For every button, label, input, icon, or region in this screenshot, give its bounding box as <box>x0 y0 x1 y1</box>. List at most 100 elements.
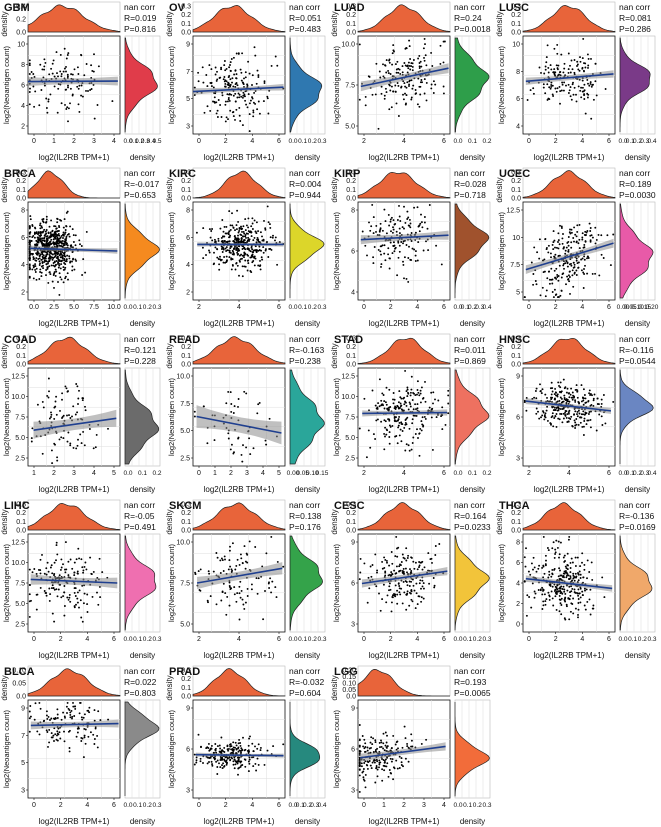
scatter-point <box>541 586 544 589</box>
scatter-point <box>405 559 408 562</box>
scatter-point <box>202 405 205 408</box>
scatter-point <box>56 739 59 742</box>
scatter-point <box>362 776 365 779</box>
scatter-point <box>390 216 393 219</box>
scatter-point <box>385 403 388 406</box>
scatter-point <box>439 44 442 47</box>
side-density-tick-label: 0.1 <box>461 304 470 311</box>
scatter-point <box>399 428 402 431</box>
scatter-point <box>67 86 69 89</box>
scatter-point <box>72 705 75 708</box>
scatter-point <box>31 571 34 574</box>
scatter-point <box>575 591 578 594</box>
scatter-point <box>208 228 211 231</box>
scatter-point <box>247 60 250 63</box>
scatter-point <box>229 588 232 591</box>
scatter-point <box>402 580 405 583</box>
scatter-point <box>392 44 395 47</box>
scatter-point <box>372 262 375 265</box>
scatter-point <box>392 49 395 52</box>
side-density-tick-label: 0.10 <box>631 304 644 311</box>
scatter-point <box>248 130 251 133</box>
scatter-point <box>208 249 210 252</box>
scatter-point <box>411 87 414 90</box>
scatter-point <box>232 250 235 253</box>
scatter-point <box>43 68 46 71</box>
scatter-point <box>39 63 42 66</box>
scatter-point <box>43 84 46 87</box>
scatter-point <box>580 269 583 272</box>
scatter-point <box>246 595 249 597</box>
scatter-point <box>236 592 239 595</box>
scatter-point <box>66 272 69 275</box>
scatter-point <box>64 240 67 243</box>
scatter-point <box>88 428 91 430</box>
scatter-point <box>73 591 76 594</box>
scatter-point <box>67 574 70 577</box>
scatter-point <box>577 579 580 582</box>
scatter-point <box>566 265 569 268</box>
scatter-point <box>398 390 401 393</box>
scatter-point <box>66 440 69 443</box>
scatter-point <box>232 760 235 763</box>
scatter-point <box>225 116 228 119</box>
scatter-point <box>54 242 57 245</box>
scatter-point <box>577 572 579 574</box>
scatter-point <box>247 236 250 239</box>
scatter-point <box>209 756 212 759</box>
scatter-point <box>54 733 57 736</box>
y-tick-label: 6 <box>516 560 520 567</box>
scatter-point <box>412 560 415 563</box>
y-axis-label: log2(Neoantigen count) <box>167 212 176 290</box>
side-density-tick-label: 0.3 <box>152 304 161 311</box>
scatter-point <box>54 237 57 240</box>
scatter-point <box>567 578 570 580</box>
scatter-point <box>589 81 592 84</box>
scatter-point <box>232 412 235 414</box>
scatter-point <box>378 592 380 595</box>
scatter-point <box>252 251 255 254</box>
scatter-point <box>84 561 87 564</box>
side-density-tick-label: 0.10 <box>306 470 319 477</box>
scatter-point <box>221 764 223 767</box>
scatter-point <box>559 541 562 544</box>
scatter-point <box>555 413 558 415</box>
scatter-point <box>444 423 447 426</box>
scatter-point <box>548 282 551 285</box>
scatter-point <box>389 73 392 75</box>
scatter-point <box>75 558 78 561</box>
scatter-point <box>428 406 431 409</box>
scatter-point <box>271 580 274 583</box>
scatter-point <box>58 241 61 244</box>
scatter-point <box>420 386 423 389</box>
scatter-point <box>86 611 89 613</box>
scatter-point <box>561 588 564 590</box>
top-density-tick-label: 0.15 <box>342 674 356 681</box>
side-density-axis-label: density <box>625 319 650 328</box>
scatter-point <box>30 239 33 242</box>
scatter-point <box>387 418 390 421</box>
scatter-point <box>550 267 553 270</box>
scatter-point <box>217 239 220 242</box>
scatter-point <box>432 402 434 405</box>
scatter-point <box>401 409 404 412</box>
scatter-point <box>553 68 556 71</box>
scatter-point <box>566 261 569 264</box>
scatter-point <box>256 236 259 239</box>
top-density-tick-label: 0.10 <box>342 681 356 688</box>
scatter-point <box>220 248 223 250</box>
top-density-axis-label: density <box>165 675 174 700</box>
scatter-point <box>576 410 579 413</box>
scatter-point <box>532 556 535 559</box>
side-density-axis-label: density <box>625 153 650 162</box>
scatter-point <box>55 588 58 591</box>
scatter-point <box>569 567 572 569</box>
scatter-point <box>56 72 58 75</box>
scatter-point <box>40 89 43 91</box>
scatter-point <box>250 235 253 238</box>
scatter-point <box>39 268 42 271</box>
scatter-point <box>252 111 255 114</box>
scatter-point <box>569 576 572 579</box>
scatter-point <box>63 591 66 594</box>
scatter-point <box>358 750 361 753</box>
